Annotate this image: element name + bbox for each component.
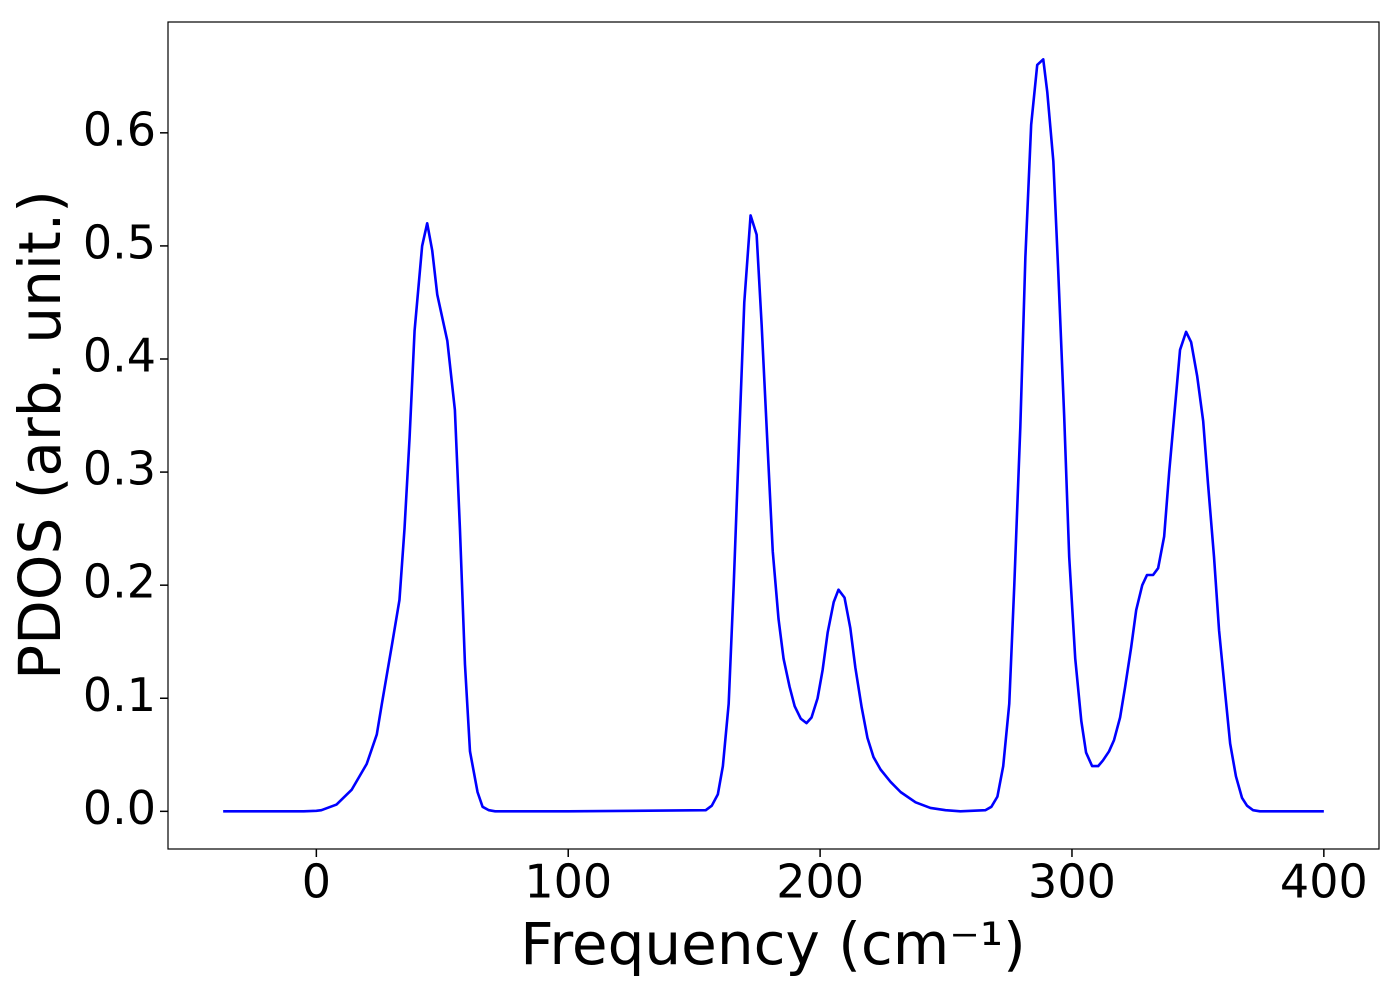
plot-frame bbox=[167, 21, 1380, 850]
y-tick-label: 0.2 bbox=[83, 555, 156, 609]
x-tick-label: 300 bbox=[1028, 855, 1116, 909]
x-tick-label: 200 bbox=[776, 855, 864, 909]
x-tick-label: 0 bbox=[302, 855, 331, 909]
y-tick-label: 0.6 bbox=[83, 102, 156, 156]
x-tick-label: 400 bbox=[1280, 855, 1368, 909]
y-tick-label: 0.1 bbox=[83, 668, 156, 722]
y-tick-label: 0.0 bbox=[83, 781, 156, 835]
data-line bbox=[223, 58, 1324, 813]
x-tick-label: 100 bbox=[524, 855, 612, 909]
y-tick-label: 0.3 bbox=[83, 442, 156, 496]
y-tick-label: 0.5 bbox=[83, 215, 156, 269]
y-axis-label: PDOS (arb. unit.) bbox=[6, 190, 74, 680]
x-axis-label: Frequency (cm⁻¹) bbox=[520, 910, 1026, 978]
y-tick-label: 0.4 bbox=[83, 328, 156, 382]
